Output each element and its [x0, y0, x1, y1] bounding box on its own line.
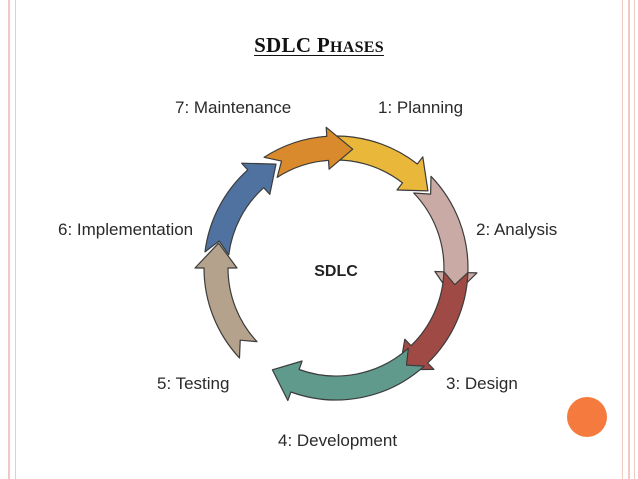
- phase-label-development: 4: Development: [278, 431, 397, 450]
- phase-label-design: 3: Design: [446, 374, 518, 393]
- slide-title-lead: SDLC P: [254, 33, 330, 57]
- left-border-line: [8, 0, 10, 479]
- right-border-line: [628, 0, 630, 479]
- cycle-arrows: [194, 126, 478, 402]
- cycle-arrow-design: [399, 271, 469, 371]
- phase-label-maintenance: 7: Maintenance: [175, 98, 291, 117]
- phase-label-testing: 5: Testing: [157, 374, 229, 393]
- right-border-line-outer: [634, 0, 635, 479]
- right-border-line-thin: [622, 0, 623, 479]
- phase-label-analysis: 2: Analysis: [476, 220, 557, 239]
- slide-title: SDLC PHASES: [0, 33, 638, 58]
- accent-dot: [567, 397, 607, 437]
- phase-label-implementation: 6: Implementation: [58, 220, 193, 239]
- left-border-line-thin: [15, 0, 16, 479]
- cycle-arrow-implementation: [204, 162, 277, 256]
- slide-title-rest: HASES: [329, 39, 384, 56]
- cycle-arrow-maintenance: [263, 126, 354, 178]
- cycle-arrow-development: [271, 347, 425, 402]
- cycle-arrow-testing: [194, 242, 258, 359]
- phase-label-planning: 1: Planning: [378, 98, 463, 117]
- center-label: SDLC: [314, 263, 358, 280]
